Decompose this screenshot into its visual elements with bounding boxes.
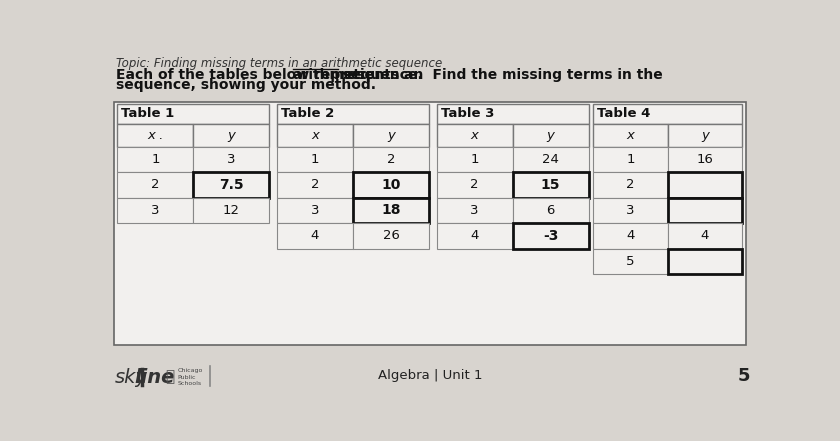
Text: 2: 2 xyxy=(151,179,160,191)
Text: 1: 1 xyxy=(311,153,319,166)
Bar xyxy=(353,198,429,223)
Text: 26: 26 xyxy=(382,229,399,242)
Text: y: y xyxy=(547,129,554,142)
Text: 4: 4 xyxy=(470,229,479,242)
Text: Each of the tables below represents an: Each of the tables below represents an xyxy=(116,67,428,82)
Text: y: y xyxy=(228,129,235,142)
Text: 1: 1 xyxy=(470,153,479,166)
Text: 2: 2 xyxy=(311,179,319,191)
Bar xyxy=(353,124,429,147)
Bar xyxy=(118,104,270,124)
Text: 3: 3 xyxy=(227,153,235,166)
Bar xyxy=(437,223,512,248)
Text: 3: 3 xyxy=(311,204,319,217)
Text: x: x xyxy=(627,129,634,142)
Text: 4: 4 xyxy=(311,229,319,242)
Text: 3: 3 xyxy=(626,204,635,217)
Text: x: x xyxy=(470,129,479,142)
Text: Table 4: Table 4 xyxy=(597,107,650,120)
Bar xyxy=(193,147,270,172)
Bar xyxy=(668,248,742,274)
Bar xyxy=(437,104,589,124)
Bar xyxy=(593,147,668,172)
Text: 2: 2 xyxy=(386,153,396,166)
Text: 3: 3 xyxy=(470,204,479,217)
Bar xyxy=(437,147,512,172)
Bar xyxy=(193,198,270,223)
Text: -3: -3 xyxy=(543,229,559,243)
Bar xyxy=(593,124,668,147)
Text: 5: 5 xyxy=(738,366,750,385)
Bar xyxy=(118,147,193,172)
Text: 18: 18 xyxy=(381,203,401,217)
Text: line: line xyxy=(134,368,175,387)
Bar xyxy=(277,147,353,172)
Bar xyxy=(353,172,429,198)
Bar xyxy=(277,104,429,124)
Text: 1: 1 xyxy=(151,153,160,166)
Bar xyxy=(668,124,742,147)
Text: 5: 5 xyxy=(626,255,635,268)
Bar xyxy=(193,172,270,198)
Bar xyxy=(593,248,668,274)
Text: 15: 15 xyxy=(541,178,560,192)
Text: Table 3: Table 3 xyxy=(440,107,494,120)
Bar xyxy=(118,172,193,198)
Bar xyxy=(277,124,353,147)
Text: 12: 12 xyxy=(223,204,240,217)
Text: 4: 4 xyxy=(701,229,709,242)
Bar xyxy=(353,223,429,248)
Text: 4: 4 xyxy=(627,229,635,242)
Bar xyxy=(277,172,353,198)
Bar xyxy=(512,124,589,147)
Bar xyxy=(437,124,512,147)
Bar xyxy=(593,104,742,124)
Text: Algebra | Unit 1: Algebra | Unit 1 xyxy=(378,369,483,382)
Text: 1: 1 xyxy=(626,153,635,166)
Bar xyxy=(512,223,589,248)
Text: 16: 16 xyxy=(696,153,713,166)
Text: 10: 10 xyxy=(381,178,401,192)
Text: Topic: Finding missing terms in an arithmetic sequence: Topic: Finding missing terms in an arith… xyxy=(116,57,442,70)
Bar xyxy=(193,124,270,147)
Bar xyxy=(593,172,668,198)
Text: Table 2: Table 2 xyxy=(281,107,334,120)
Bar xyxy=(277,223,353,248)
Bar xyxy=(512,198,589,223)
Bar xyxy=(668,147,742,172)
Text: x: x xyxy=(311,129,319,142)
Text: Chicago
Public
Schools: Chicago Public Schools xyxy=(178,368,203,386)
Bar xyxy=(668,198,742,223)
Bar xyxy=(512,147,589,172)
Bar xyxy=(277,198,353,223)
Text: sequence, showing your method.: sequence, showing your method. xyxy=(116,78,375,92)
Bar xyxy=(668,223,742,248)
Text: 2: 2 xyxy=(470,179,479,191)
Text: sky: sky xyxy=(115,368,148,387)
Bar xyxy=(437,198,512,223)
Text: y: y xyxy=(701,129,709,142)
Bar xyxy=(114,102,746,345)
Bar xyxy=(593,223,668,248)
Text: y: y xyxy=(387,129,395,142)
Text: x .: x . xyxy=(147,129,164,142)
Bar xyxy=(668,172,742,198)
Text: Table 1: Table 1 xyxy=(121,107,175,120)
Bar xyxy=(512,172,589,198)
Text: 6: 6 xyxy=(547,204,554,217)
Text: 7.5: 7.5 xyxy=(219,178,244,192)
Bar xyxy=(437,172,512,198)
Text: arithmetic: arithmetic xyxy=(292,67,374,82)
Text: 👤: 👤 xyxy=(165,370,175,385)
Bar xyxy=(118,124,193,147)
Text: 3: 3 xyxy=(151,204,160,217)
Bar xyxy=(353,147,429,172)
Bar xyxy=(593,198,668,223)
Text: sequence.  Find the missing terms in the: sequence. Find the missing terms in the xyxy=(338,67,663,82)
Text: 24: 24 xyxy=(542,153,559,166)
Text: 2: 2 xyxy=(626,179,635,191)
Bar xyxy=(118,198,193,223)
